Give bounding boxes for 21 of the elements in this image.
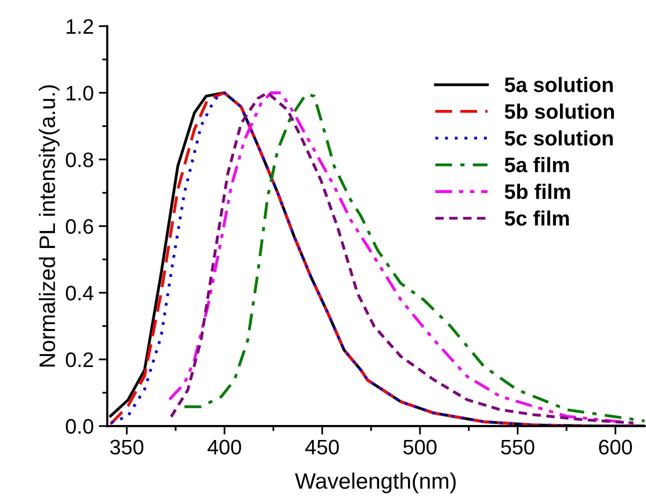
y-tick-label: 0.8 [66,152,94,168]
y-tick-label: 0.2 [66,352,93,368]
legend-label: 5a film [504,157,569,172]
legend-label: 5c film [504,210,569,226]
x-tick-label: 400 [208,440,242,455]
legend-label: 5b film [504,184,570,200]
y-tick-label: 0.0 [66,419,94,434]
y-tick-label: 0.4 [66,286,94,300]
legend-label: 5c solution [504,130,613,146]
y-tick-label: 1.2 [66,19,93,34]
x-tick-label: 500 [403,440,437,455]
y-axis-title: Normalized PL intensity(a.u.) [38,85,60,366]
x-tick-label: 350 [110,440,144,455]
y-tick-label: 1.0 [66,86,94,101]
x-tick-label: 450 [305,440,339,455]
y-tick-label: 0.6 [66,219,94,234]
legend-label: 5b solution [504,104,614,119]
x-tick-label: 600 [599,440,632,455]
x-tick-label: 550 [501,440,534,455]
x-axis-title: Wavelength(nm) [294,472,456,494]
legend-label: 5a solution [504,76,613,92]
